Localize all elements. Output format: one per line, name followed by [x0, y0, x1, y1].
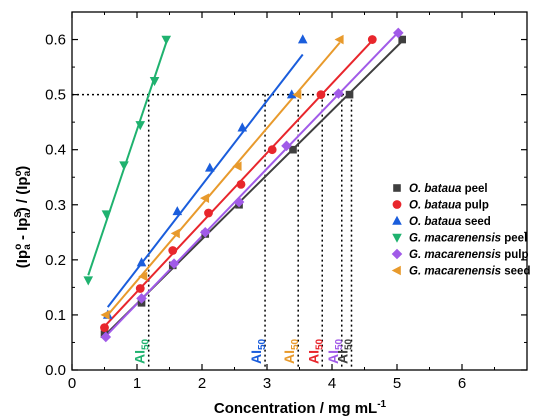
data-point [119, 161, 129, 171]
legend-entry: O. bataua seed [409, 216, 491, 228]
data-point [138, 271, 148, 282]
data-point [232, 161, 242, 172]
data-point [236, 179, 246, 189]
ai50-label: AI50 [325, 338, 345, 364]
legend-marker [393, 184, 401, 192]
legend: O. bataua peel O. bataua pulp O. bataua se… [391, 183, 530, 278]
data-point [136, 293, 147, 304]
data-point [398, 35, 406, 44]
legend-entry: G. macarenensis pulp [409, 249, 529, 261]
data-point [135, 121, 146, 131]
ai50-label: AI50 [132, 338, 152, 364]
data-point [316, 90, 326, 100]
x-tick-label: 4 [328, 375, 336, 392]
legend-marker [392, 200, 402, 209]
legend-marker [392, 233, 402, 243]
legend-marker [391, 265, 401, 276]
data-point [333, 88, 344, 99]
data-point [205, 162, 215, 172]
ai50-label: AI50 [335, 338, 355, 364]
ai50-label: AI50 [305, 338, 325, 364]
y-tick-label: 0.4 [45, 142, 66, 159]
legend-entry: G. macarenensis seed [409, 266, 530, 278]
data-point [101, 210, 112, 220]
y-tick-label: 0.2 [45, 252, 66, 269]
fit-line [105, 42, 341, 318]
data-point [161, 35, 172, 45]
data-point [168, 258, 180, 270]
legend-entry: G. macarenensis peel [409, 233, 527, 245]
data-point [199, 193, 210, 203]
data-point [83, 276, 94, 286]
data-point [292, 89, 302, 100]
x-tick-label: 1 [133, 375, 141, 392]
x-tick-label: 5 [393, 375, 401, 392]
threshold-guides [72, 93, 353, 370]
data-point [100, 331, 112, 343]
fit-line [105, 31, 400, 337]
data-point [334, 34, 344, 45]
data-point [135, 284, 145, 293]
legend-entry: O. bataua pulp [409, 200, 489, 212]
y-axis-title: (Ipoa - IpSa) / (Ipoa) [13, 166, 33, 268]
data-point [100, 323, 109, 332]
data-point [100, 310, 110, 320]
x-axis-title: Concentration / mg mL-1 [214, 399, 387, 417]
data-point [393, 27, 404, 39]
y-tick-label: 0.6 [45, 32, 66, 49]
y-tick-label: 0.5 [45, 87, 66, 104]
y-tick-label: 0.1 [45, 307, 66, 324]
data-point [168, 246, 178, 255]
data-point [199, 227, 211, 238]
x-tick-label: 0 [68, 375, 76, 392]
legend-marker [392, 215, 402, 225]
axes: 0 1 2 3 4 5 6 0.0 0.1 0.2 0.3 0.4 0.5 0.6 [45, 11, 528, 392]
data-point [289, 145, 297, 154]
ai50-label: AI50 [281, 338, 301, 364]
data-point [170, 228, 180, 239]
data-point [204, 208, 213, 218]
legend-entry: O. bataua peel [409, 183, 488, 195]
data-point [233, 196, 245, 208]
data-point [297, 34, 308, 44]
x-tick-label: 2 [198, 375, 206, 392]
data-point [172, 206, 183, 216]
data-point [267, 145, 277, 155]
fit-line [106, 53, 304, 308]
legend-marker [391, 248, 403, 260]
data-point [367, 35, 377, 44]
data-point [136, 257, 147, 267]
data-point [345, 90, 354, 99]
ai50-label: AI50 [248, 338, 268, 364]
data-point [149, 77, 160, 87]
y-tick-label: 0.3 [45, 197, 66, 214]
data-point [286, 89, 297, 99]
x-tick-label: 6 [458, 375, 466, 392]
y-tick-label: 0.0 [45, 362, 66, 379]
x-tick-label: 3 [263, 375, 271, 392]
data-point [281, 140, 292, 152]
data-point [237, 122, 248, 132]
data-points [83, 27, 406, 343]
